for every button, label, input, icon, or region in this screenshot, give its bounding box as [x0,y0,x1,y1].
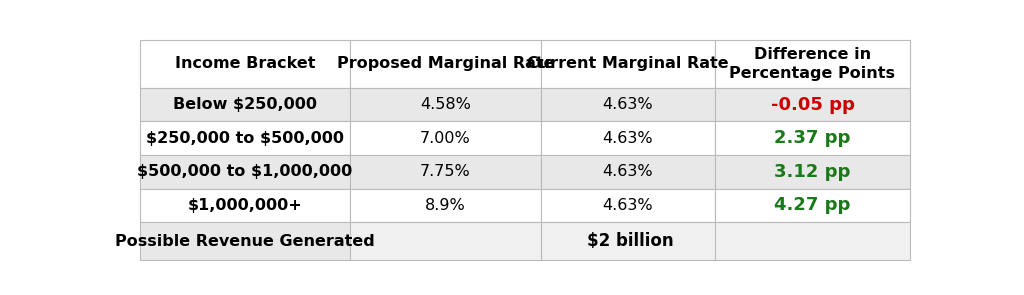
Bar [715,40,909,88]
Text: \$1,000,000+: \$1,000,000+ [187,198,302,213]
Text: 3.12 pp: 3.12 pp [774,163,851,181]
Text: 4.58%: 4.58% [420,97,471,112]
Text: 4.27 pp: 4.27 pp [774,196,851,214]
Text: Difference in
Percentage Points: Difference in Percentage Points [729,47,895,81]
Bar [541,222,715,260]
Bar [350,121,541,155]
Text: Proposed Marginal Rate: Proposed Marginal Rate [337,56,554,71]
Bar [140,155,350,189]
Bar [541,155,715,189]
Bar [140,40,350,88]
Bar [541,40,715,88]
Text: \$2 billion: \$2 billion [587,232,673,250]
Bar [140,88,350,121]
Text: 4.63%: 4.63% [603,131,653,146]
Text: Income Bracket: Income Bracket [175,56,315,71]
Text: Current Marginal Rate: Current Marginal Rate [527,56,729,71]
Text: 4.63%: 4.63% [603,164,653,179]
Bar [140,189,350,222]
Text: 7.00%: 7.00% [420,131,471,146]
Text: 8.9%: 8.9% [425,198,466,213]
Bar [715,88,909,121]
Text: 4.63%: 4.63% [603,198,653,213]
Bar [715,189,909,222]
Text: 7.75%: 7.75% [420,164,471,179]
Bar [350,222,541,260]
Text: 2.37 pp: 2.37 pp [774,129,851,147]
Text: \$250,000 to \$500,000: \$250,000 to \$500,000 [146,131,344,146]
Bar [715,155,909,189]
Text: Possible Revenue Generated: Possible Revenue Generated [115,234,375,249]
Bar [350,88,541,121]
Bar [140,222,350,260]
Text: \$500,000 to \$1,000,000: \$500,000 to \$1,000,000 [137,164,352,179]
Bar [140,121,350,155]
Text: -0.05 pp: -0.05 pp [770,96,854,114]
Bar [715,222,909,260]
Bar [350,155,541,189]
Text: Below \$250,000: Below \$250,000 [173,97,317,112]
Bar [350,189,541,222]
Text: 4.63%: 4.63% [603,97,653,112]
Bar [541,189,715,222]
Bar [715,121,909,155]
Bar [541,88,715,121]
Bar [541,121,715,155]
Bar [350,40,541,88]
